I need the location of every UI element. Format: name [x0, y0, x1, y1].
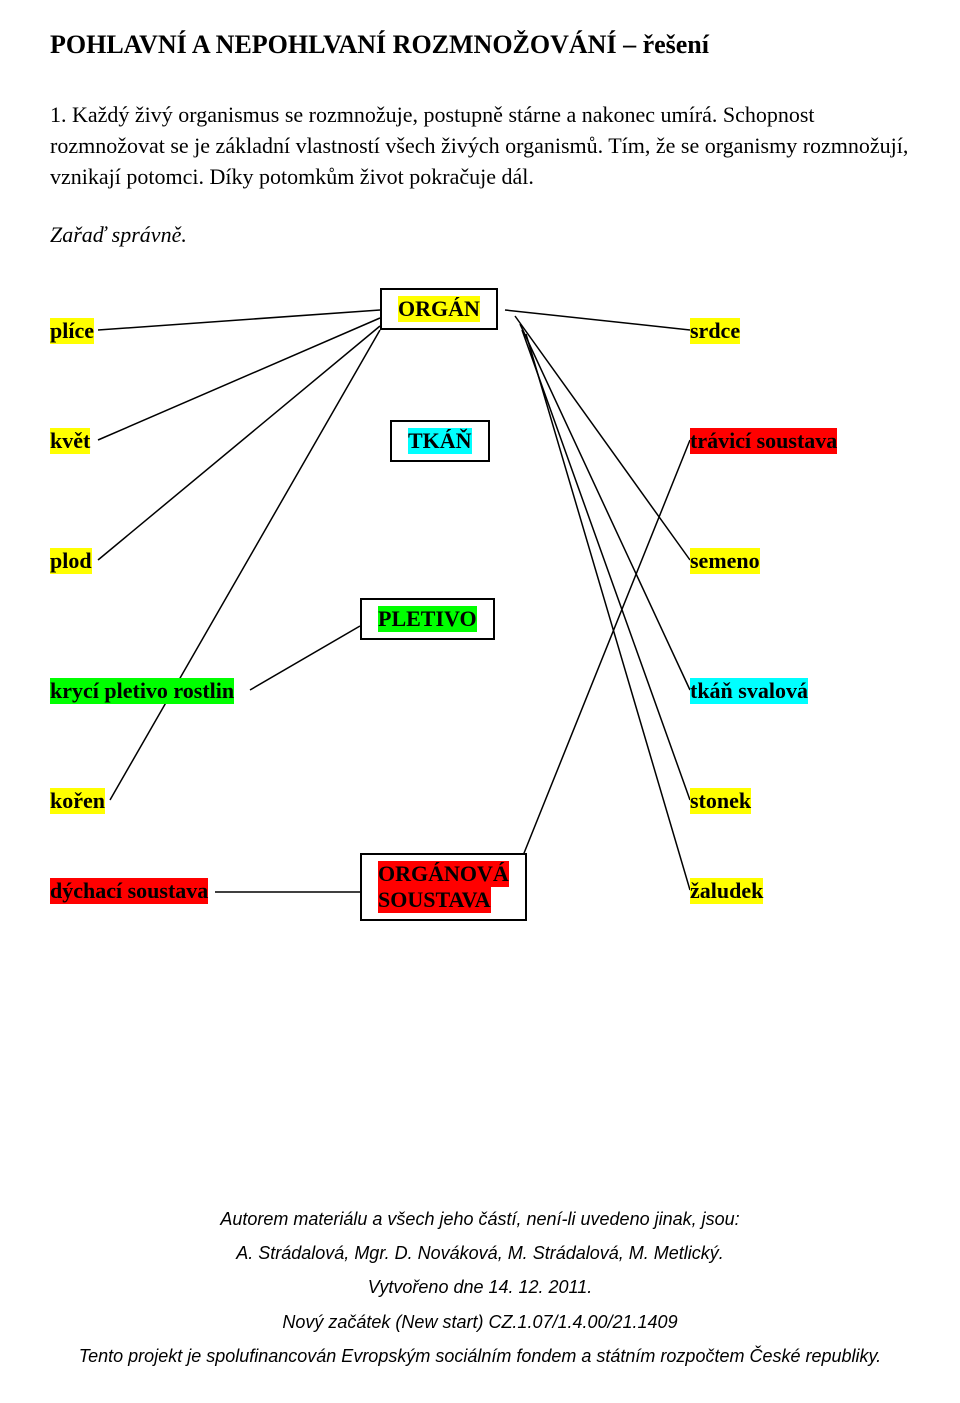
node-organ-label: ORGÁN	[398, 296, 480, 322]
node-koren: kořen	[50, 788, 105, 814]
footer-line-2: A. Strádalová, Mgr. D. Nováková, M. Strá…	[50, 1236, 910, 1270]
node-pletivo: PLETIVO	[360, 598, 495, 640]
node-organova-label2: SOUSTAVA	[378, 887, 491, 913]
concept-diagram: ORGÁN plíce srdce květ TKÁŇ trávicí sous…	[50, 278, 910, 958]
node-srdce: srdce	[690, 318, 740, 344]
node-plod: plod	[50, 548, 92, 574]
footer-line-3: Vytvořeno dne 14. 12. 2011.	[50, 1270, 910, 1304]
node-tkan: TKÁŇ	[390, 420, 490, 462]
node-pletivo-label: PLETIVO	[378, 606, 477, 632]
node-tkan-label: TKÁŇ	[408, 428, 472, 454]
node-organova-label1: ORGÁNOVÁ	[378, 861, 509, 887]
footer: Autorem materiálu a všech jeho částí, ne…	[50, 1202, 910, 1373]
paragraph-1: 1. Každý živý organismus se rozmnožuje, …	[50, 100, 910, 192]
node-semeno: semeno	[690, 548, 760, 574]
node-zaludek: žaludek	[690, 878, 763, 904]
node-organ: ORGÁN	[380, 288, 498, 330]
footer-line-4: Nový začátek (New start) CZ.1.07/1.4.00/…	[50, 1305, 910, 1339]
node-kvet: květ	[50, 428, 90, 454]
node-plice: plíce	[50, 318, 94, 344]
footer-line-1: Autorem materiálu a všech jeho částí, ne…	[50, 1202, 910, 1236]
node-svalova: tkáň svalová	[690, 678, 808, 704]
instruction: Zařaď správně.	[50, 222, 910, 248]
node-travici: trávicí soustava	[690, 428, 837, 454]
node-organova: ORGÁNOVÁ SOUSTAVA	[360, 853, 527, 921]
node-dychaci: dýchací soustava	[50, 878, 208, 904]
footer-line-5: Tento projekt je spolufinancován Evropsk…	[50, 1339, 910, 1373]
node-kryci: krycí pletivo rostlin	[50, 678, 234, 704]
node-stonek: stonek	[690, 788, 751, 814]
page-title: POHLAVNÍ A NEPOHLVANÍ ROZMNOŽOVÁNÍ – řeš…	[50, 30, 910, 60]
